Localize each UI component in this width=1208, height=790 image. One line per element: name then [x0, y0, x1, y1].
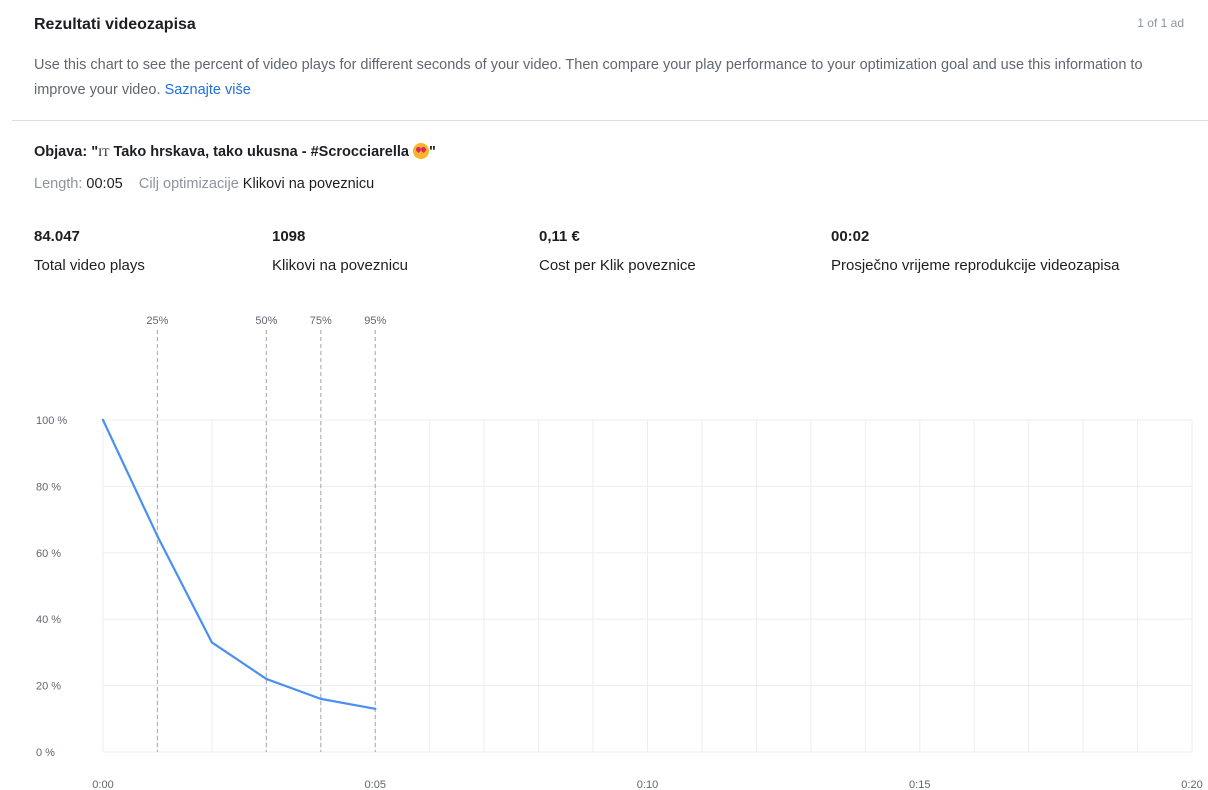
marker-label: 75%	[310, 315, 332, 327]
x-tick-label: 0:20	[1181, 779, 1202, 790]
y-tick-label: 40 %	[36, 614, 61, 626]
x-tick-label: 0:00	[92, 779, 113, 790]
length-label: Length:	[34, 176, 83, 192]
stat-label: Prosječno vrijeme reprodukcije videozapi…	[831, 257, 1120, 274]
heart-eyes-emoji-icon	[413, 143, 429, 159]
data-point	[210, 641, 214, 644]
stat-label: Klikovi na poveznicu	[272, 257, 408, 274]
post-title-text: Tako hrskava, tako ukusna - #Scrocciarel…	[109, 144, 413, 160]
x-tick-label: 0:05	[365, 779, 386, 790]
data-point	[265, 677, 268, 681]
x-tick-label: 0:15	[909, 779, 930, 790]
y-tick-label: 80 %	[36, 481, 61, 493]
data-point	[374, 707, 377, 711]
description-text: Use this chart to see the percent of vid…	[34, 57, 1143, 98]
x-tick-label: 0:10	[637, 779, 658, 790]
marker-label: 50%	[255, 315, 277, 327]
y-tick-label: 100 %	[36, 415, 67, 427]
stat-value: 00:02	[831, 228, 870, 245]
y-tick-label: 20 %	[36, 681, 61, 693]
stat-avg-play-time: 00:02 Prosječno vrijeme reprodukcije vid…	[831, 228, 1119, 274]
post-prefix: Objava: "	[34, 144, 99, 160]
stat-value: 0,11 €	[539, 228, 580, 245]
post-suffix: "	[429, 144, 436, 160]
chart-description: Use this chart to see the percent of vid…	[34, 53, 1144, 103]
stat-link-clicks: 1098 Klikovi na poveznicu	[272, 228, 408, 274]
data-point	[319, 697, 322, 701]
stat-value: 1098	[272, 228, 306, 245]
marker-label: 95%	[364, 315, 386, 327]
y-tick-label: 60 %	[36, 548, 61, 560]
stat-cost-per-click: 0,11 € Cost per Klik poveznice	[539, 228, 696, 274]
post-title: Objava: "IT Tako hrskava, tako ukusna - …	[34, 143, 436, 160]
learn-more-link[interactable]: Saznajte više	[164, 82, 251, 98]
stat-label: Total video plays	[34, 257, 145, 274]
video-retention-chart: 0 % 20 % 40 % 60 % 80 % 100 % 0:00 0:05 0:10 0:15…	[36, 315, 1203, 790]
data-point	[156, 535, 159, 538]
y-tick-label: 0 %	[36, 747, 55, 759]
divider	[12, 120, 1208, 121]
series-line	[102, 419, 376, 710]
post-badge: IT	[98, 145, 110, 159]
stat-value: 84.047	[34, 228, 80, 245]
panel-title: Rezultati videozapisa	[34, 16, 196, 33]
data-point	[101, 418, 105, 422]
post-meta: Length: 00:05 Cilj optimizacije Klikovi …	[34, 176, 374, 192]
goal-label: Cilj optimizacije	[138, 176, 239, 192]
stat-total-plays: 84.047 Total video plays	[34, 228, 145, 274]
goal-value: Klikovi na poveznicu	[242, 176, 375, 192]
length-value: 00:05	[86, 176, 123, 192]
ad-count: 1 of 1 ad	[1137, 16, 1184, 30]
stat-label: Cost per Klik poveznice	[539, 257, 696, 274]
marker-label: 25%	[146, 315, 168, 327]
